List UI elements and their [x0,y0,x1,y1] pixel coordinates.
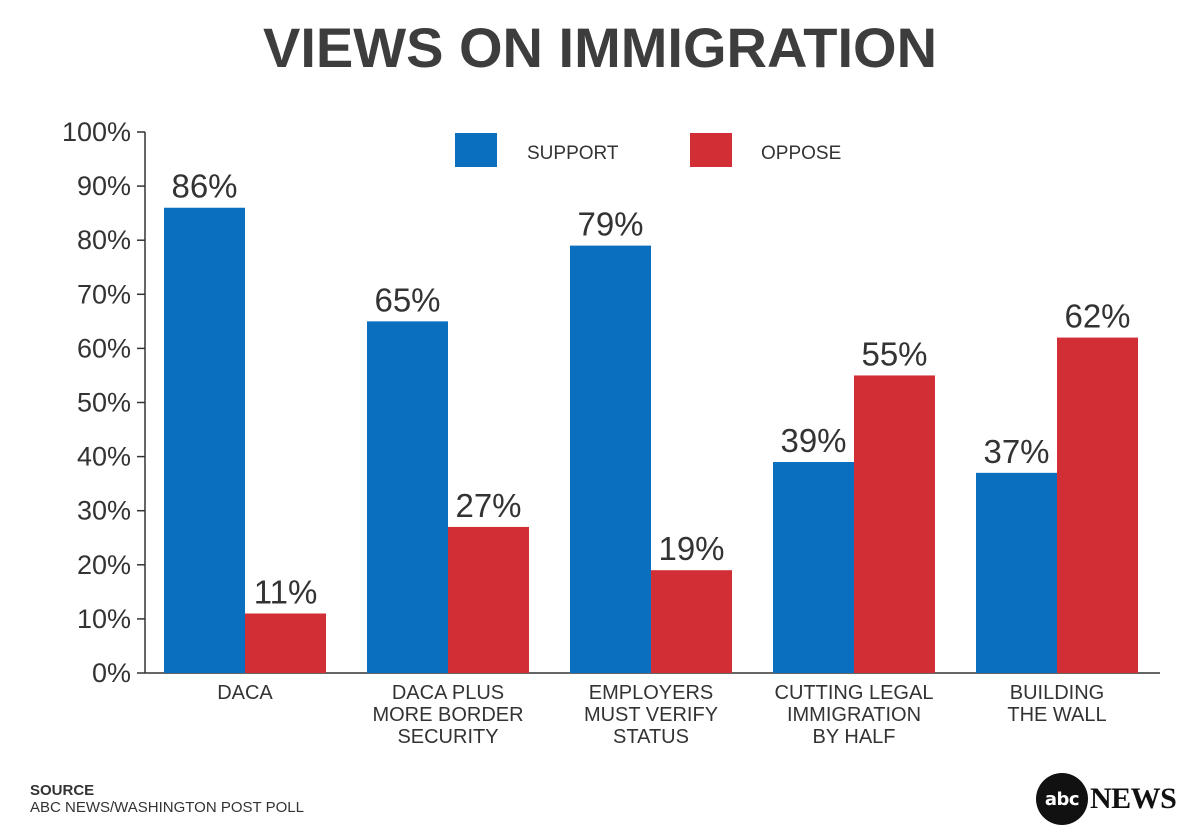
category-label-3: CUTTING LEGAL [775,682,934,704]
chart: VIEWS ON IMMIGRATION 0% 10% 20% 30% 40% 50% 60… [62,16,1160,748]
category-label-1: DACA PLUS [392,682,504,704]
y-tick-label: 0% [92,658,131,688]
category-label-2: STATUS [613,726,689,748]
data-label-oppose-3: 55% [861,335,927,372]
source-note: SOURCE ABC NEWS/WASHINGTON POST POLL [30,782,304,816]
bar-oppose-2 [651,570,732,673]
y-tick-label: 10% [77,604,131,634]
bar-support-1 [367,321,448,673]
category-label-3: BY HALF [813,726,896,748]
data-label-support-4: 37% [983,433,1049,470]
legend-label-oppose: OPPOSE [761,143,841,164]
y-tick-label: 100% [62,117,131,147]
y-tick-label: 30% [77,496,131,526]
data-label-support-1: 65% [374,281,440,318]
chart-title: VIEWS ON IMMIGRATION [263,16,937,79]
data-label-oppose-4: 62% [1064,298,1130,335]
bar-oppose-3 [854,375,935,673]
category-label-0: DACA [217,682,273,704]
y-tick-label: 70% [77,279,131,309]
legend: SUPPORT OPPOSE [455,133,841,167]
category-label-2: MUST VERIFY [584,704,718,726]
source-text: ABC NEWS/WASHINGTON POST POLL [30,799,304,816]
bar-support-2 [570,245,651,674]
y-tick-label: 50% [77,388,131,418]
category-label-1: MORE BORDER [372,704,523,726]
data-label-oppose-0: 11% [254,573,318,610]
axes: 0% 10% 20% 30% 40% 50% 60% 70% 80% 90% 100% [62,117,1160,688]
bar-oppose-4 [1057,337,1138,673]
abc-news-logo: abc NEWS [1036,773,1177,825]
bar-oppose-1 [448,526,529,673]
data-label-support-2: 79% [577,206,643,243]
y-tick-label: 40% [77,442,131,472]
abc-logo-circle: abc [1036,773,1088,825]
bar-oppose-0 [245,613,326,673]
data-label-support-0: 86% [171,168,237,205]
y-tick-label: 80% [77,225,131,255]
legend-swatch-support [455,133,497,167]
category-label-1: SECURITY [397,726,498,748]
legend-swatch-oppose [690,133,732,167]
legend-label-support: SUPPORT [527,143,619,164]
y-tick-label: 20% [77,550,131,580]
category-label-2: EMPLOYERS [589,682,713,704]
news-wordmark: NEWS [1090,782,1177,815]
data-label-support-3: 39% [780,422,846,459]
data-label-oppose-1: 27% [455,487,521,524]
bar-support-3 [773,462,854,673]
bar-support-0 [164,207,245,674]
y-tick-label: 90% [77,171,131,201]
source-heading: SOURCE [30,782,95,799]
bars [164,207,1138,674]
bar-support-4 [976,472,1057,673]
category-label-4: THE WALL [1007,704,1106,726]
data-label-oppose-2: 19% [658,530,724,567]
y-tick-label: 60% [77,333,131,363]
category-label-3: IMMIGRATION [787,704,921,726]
category-label-4: BUILDING [1010,682,1104,704]
data-labels: 86% 11% 65% 27% 79% 19% 39% 55% 37% 62% [171,168,1130,611]
